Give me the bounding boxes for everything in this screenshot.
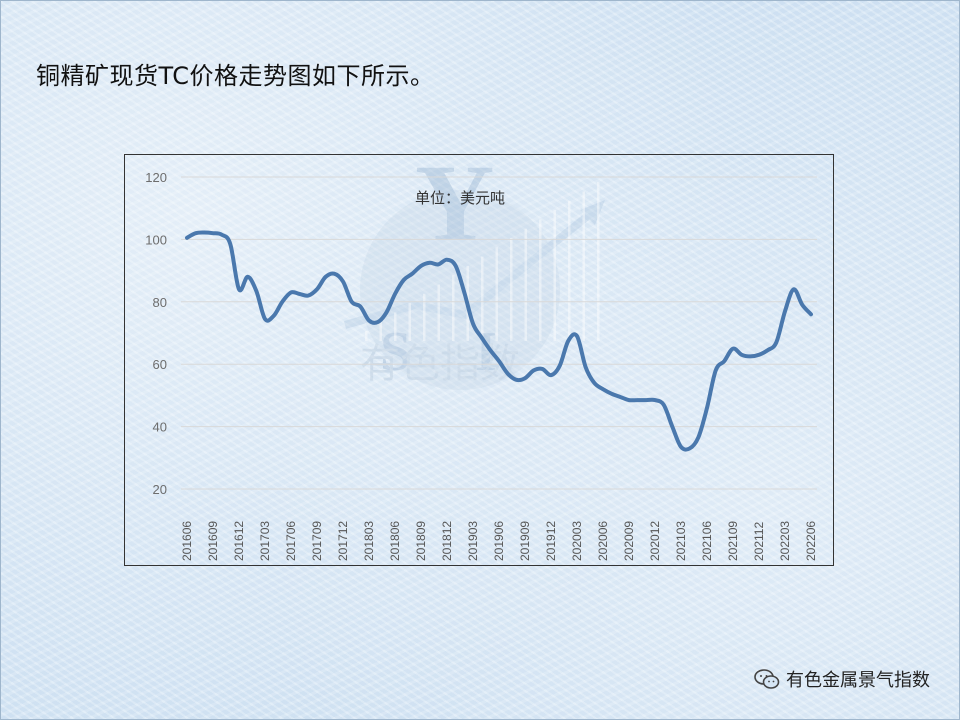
- watermark-bar: [423, 293, 426, 341]
- y-tick-label: 80: [153, 295, 167, 310]
- svg-text:S: S: [380, 321, 411, 383]
- x-tick-label: 201712: [336, 521, 350, 561]
- watermark-bar: [365, 331, 368, 341]
- page-title: 铜精矿现货TC价格走势图如下所示。: [36, 62, 435, 90]
- watermark-bars: [365, 182, 600, 341]
- x-tick-label: 202106: [700, 521, 714, 561]
- x-tick-label: 201906: [492, 521, 506, 561]
- watermark-bar: [510, 238, 513, 341]
- x-tick-label: 201812: [440, 521, 454, 561]
- y-tick-label: 120: [145, 170, 167, 185]
- footer-brand-text: 有色金属景气指数: [786, 670, 930, 691]
- x-tick-label: 202103: [674, 521, 688, 561]
- x-tick-label: 201709: [310, 521, 324, 561]
- watermark-bar: [553, 210, 556, 341]
- x-tick-label: 202012: [648, 521, 662, 561]
- x-tick-label: 201809: [414, 521, 428, 561]
- y-tick-label: 100: [145, 232, 167, 247]
- x-tick-label: 201806: [388, 521, 402, 561]
- chart-container: Y S I 有色指数 20 40 60 80 100 120 201606 201609 20…: [124, 154, 834, 566]
- x-tick-label: 202006: [596, 521, 610, 561]
- x-tick-label: 201903: [466, 521, 480, 561]
- watermark-bar: [394, 312, 397, 341]
- x-tick-label: 201612: [232, 521, 246, 561]
- grid-lines: [181, 176, 817, 490]
- watermark-bar: [408, 303, 411, 341]
- watermark-bar: [597, 182, 600, 341]
- watermark-bar: [539, 219, 542, 341]
- watermark-bar: [452, 275, 455, 341]
- x-tick-label: 201606: [180, 521, 194, 561]
- y-axis-ticks: 20 40 60 80 100 120: [145, 170, 167, 497]
- x-tick-label: 201706: [284, 521, 298, 561]
- x-tick-label: 201909: [518, 521, 532, 561]
- footer-brand: 有色金属景气指数: [754, 666, 930, 692]
- x-tick-label: 201803: [362, 521, 376, 561]
- y-tick-label: 40: [153, 420, 167, 435]
- x-tick-label: 202003: [570, 521, 584, 561]
- y-tick-label: 60: [153, 357, 167, 372]
- x-tick-label: 201609: [206, 521, 220, 561]
- unit-label: 单位：美元吨: [415, 189, 505, 207]
- x-tick-label: 202206: [804, 521, 818, 561]
- watermark-bar: [524, 228, 527, 341]
- watermark-bar: [582, 191, 585, 341]
- x-tick-label: 201912: [544, 521, 558, 561]
- watermark-bar: [495, 247, 498, 341]
- watermark-bar: [379, 321, 382, 341]
- x-tick-label: 202203: [778, 521, 792, 561]
- watermark-bar: [481, 256, 484, 341]
- wechat-icon: [754, 669, 780, 689]
- watermark-bar: [568, 200, 571, 341]
- x-tick-label: 202109: [726, 521, 740, 561]
- y-tick-label: 20: [153, 482, 167, 497]
- x-tick-label: 201703: [258, 521, 272, 561]
- watermark-bar: [437, 284, 440, 341]
- x-tick-label: 202112: [752, 522, 766, 561]
- x-tick-label: 202009: [622, 521, 636, 561]
- series-line: [185, 230, 813, 452]
- x-axis-ticks: 201606 201609 201612 201703 201706 201709 2017…: [180, 521, 818, 561]
- svg-text:Y: Y: [415, 155, 494, 264]
